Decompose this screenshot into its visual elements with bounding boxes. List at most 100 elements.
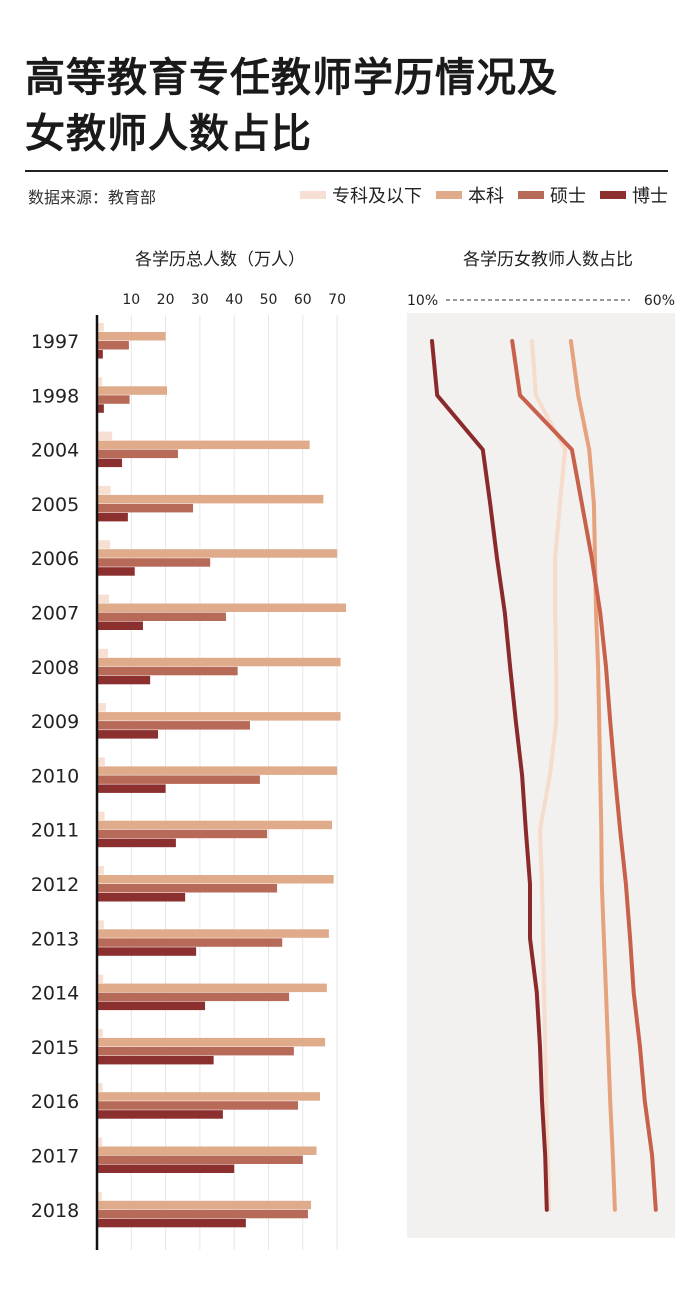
bar-专科及以下 <box>97 431 113 441</box>
year-label: 2004 <box>31 440 79 462</box>
bar-本科 <box>97 875 334 884</box>
bar-专科及以下 <box>97 485 111 495</box>
bar-本科 <box>97 929 329 938</box>
bar-硕士 <box>97 395 130 404</box>
year-label: 2006 <box>31 548 79 570</box>
bar-本科 <box>97 1146 317 1155</box>
bar-博士 <box>97 458 123 468</box>
bar-博士 <box>97 404 104 413</box>
bar-本科 <box>97 549 338 558</box>
bar-硕士 <box>97 829 268 839</box>
bar-博士 <box>97 730 159 739</box>
year-label: 2010 <box>31 765 79 787</box>
bar-专科及以下 <box>97 866 104 875</box>
x-tick-label: 50 <box>260 292 278 308</box>
x-tick-label: 70 <box>328 292 346 308</box>
x-axis-max-label: 60% <box>644 293 675 309</box>
year-label: 2014 <box>31 983 79 1005</box>
bar-本科 <box>97 1092 320 1101</box>
title-divider <box>25 170 668 172</box>
bar-chart-title: 各学历总人数（万人） <box>135 250 305 270</box>
bar-博士 <box>97 567 135 576</box>
year-label: 1997 <box>31 331 79 353</box>
bar-本科 <box>97 983 327 993</box>
bar-专科及以下 <box>97 377 103 386</box>
bar-硕士 <box>97 449 178 459</box>
legend: 专科及以下 本科 硕士 博士 <box>294 182 668 208</box>
bar-博士 <box>97 1110 223 1119</box>
bar-博士 <box>97 893 186 902</box>
bar-本科 <box>97 712 341 721</box>
year-label: 2013 <box>31 928 79 950</box>
bar-专科及以下 <box>97 1028 103 1038</box>
x-tick-label: 40 <box>225 292 243 308</box>
bar-专科及以下 <box>97 540 111 549</box>
x-tick-label: 60 <box>294 292 312 308</box>
year-label: 2015 <box>31 1037 79 1059</box>
data-source: 数据来源：教育部 <box>28 188 157 207</box>
bar-硕士 <box>97 612 226 621</box>
bar-本科 <box>97 440 310 450</box>
bar-专科及以下 <box>97 920 104 929</box>
bar-本科 <box>97 494 324 504</box>
legend-swatch <box>436 191 462 199</box>
bar-硕士 <box>97 1155 303 1164</box>
bar-专科及以下 <box>97 703 106 712</box>
page-title: 高等教育专任教师学历情况及 女教师人数占比 <box>25 50 558 162</box>
year-label: 2008 <box>31 657 79 679</box>
legend-label: 博士 <box>632 186 668 207</box>
bar-硕士 <box>97 1209 308 1219</box>
line-专科及以下 <box>530 339 568 1212</box>
x-axis-min-label: 10% <box>407 293 438 309</box>
bar-本科 <box>97 766 338 775</box>
year-label: 2007 <box>31 603 79 625</box>
bar-专科及以下 <box>97 1137 103 1146</box>
year-label: 2005 <box>31 494 79 516</box>
bar-博士 <box>97 1001 206 1011</box>
year-label: 2011 <box>31 820 79 842</box>
line-博士 <box>430 339 549 1212</box>
bar-博士 <box>97 350 103 359</box>
bar-本科 <box>97 1200 312 1210</box>
bar-硕士 <box>97 558 211 567</box>
line-chart-title: 各学历女教师人数占比 <box>463 250 633 270</box>
year-label: 2018 <box>31 1200 79 1222</box>
bar-专科及以下 <box>97 594 110 603</box>
legend-label: 专科及以下 <box>332 186 422 207</box>
legend-item: 本科 <box>436 182 504 208</box>
line-硕士 <box>510 339 658 1212</box>
legend-item: 硕士 <box>518 182 586 208</box>
year-label: 2016 <box>31 1091 79 1113</box>
bar-本科 <box>97 657 341 667</box>
bar-本科 <box>97 603 347 612</box>
legend-label: 本科 <box>468 186 504 207</box>
line-本科 <box>568 339 617 1212</box>
x-tick-label: 10 <box>122 292 140 308</box>
bar-硕士 <box>97 884 278 893</box>
bar-硕士 <box>97 938 283 947</box>
bar-博士 <box>97 621 143 630</box>
legend-swatch <box>600 191 626 199</box>
bar-博士 <box>97 947 197 956</box>
bar-硕士 <box>97 721 250 730</box>
bar-本科 <box>97 386 167 395</box>
bar-博士 <box>97 838 176 848</box>
x-tick-label: 20 <box>157 292 175 308</box>
bar-博士 <box>97 512 128 522</box>
bar-专科及以下 <box>97 323 104 332</box>
bar-博士 <box>97 784 166 793</box>
bar-本科 <box>97 332 166 341</box>
legend-swatch <box>300 191 326 199</box>
bar-本科 <box>97 1037 326 1047</box>
title-line-2: 女教师人数占比 <box>25 111 312 157</box>
bar-专科及以下 <box>97 1083 103 1092</box>
legend-item: 专科及以下 <box>300 182 422 208</box>
year-label: 1998 <box>31 385 79 407</box>
bar-硕士 <box>97 1046 294 1056</box>
title-line-1: 高等教育专任教师学历情况及 <box>25 55 558 101</box>
bar-博士 <box>97 1218 246 1228</box>
bar-硕士 <box>97 341 129 350</box>
bar-本科 <box>97 820 332 830</box>
